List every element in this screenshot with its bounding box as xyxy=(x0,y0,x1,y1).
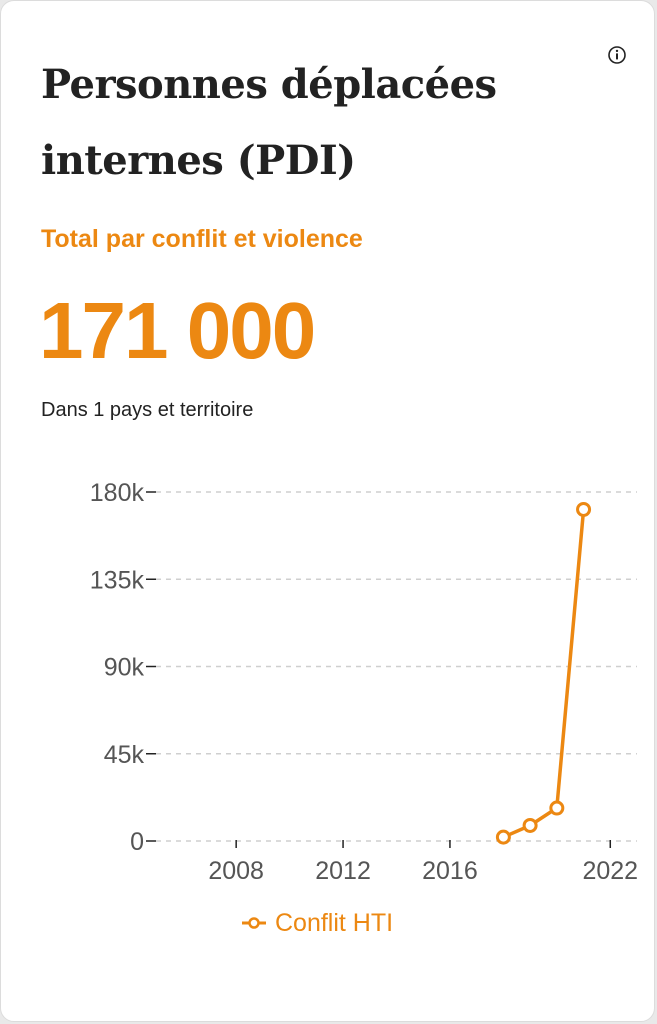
data-point xyxy=(549,800,565,816)
idp-line-chart: 0 45k 90k 135k 180k 2008 2012 2016 2022 xyxy=(90,479,638,885)
chart-legend[interactable]: Conflit HTI xyxy=(241,905,393,941)
card-title-line-2: internes (PDI) xyxy=(41,137,356,184)
x-tick-label: 2016 xyxy=(422,857,478,885)
y-tick-label: 135k xyxy=(90,566,145,594)
x-tick-label: 2008 xyxy=(208,857,264,885)
y-tick-label: 0 xyxy=(130,828,144,856)
data-point xyxy=(522,817,538,833)
series-line-conflit-hti xyxy=(502,509,586,839)
y-tick-label: 90k xyxy=(104,654,145,682)
info-icon[interactable] xyxy=(607,45,627,65)
card-subtitle: Total par conflit et violence xyxy=(41,225,363,253)
data-point xyxy=(576,501,592,517)
x-tick-label: 2012 xyxy=(315,857,371,885)
y-tick-label: 180k xyxy=(90,479,145,507)
countries-caption: Dans 1 pays et territoire xyxy=(41,399,254,421)
x-tick-label: 2022 xyxy=(582,857,638,885)
y-tick-label: 45k xyxy=(104,741,145,769)
legend-label-conflit-hti: Conflit HTI xyxy=(275,908,394,937)
data-point xyxy=(495,829,511,845)
total-idp-count: 171 000 xyxy=(39,286,316,375)
legend-line-marker-icon xyxy=(242,917,266,929)
card-title: Personnes déplacées internes (PDI) xyxy=(41,47,561,199)
card-title-line-1: Personnes déplacées xyxy=(41,61,497,108)
